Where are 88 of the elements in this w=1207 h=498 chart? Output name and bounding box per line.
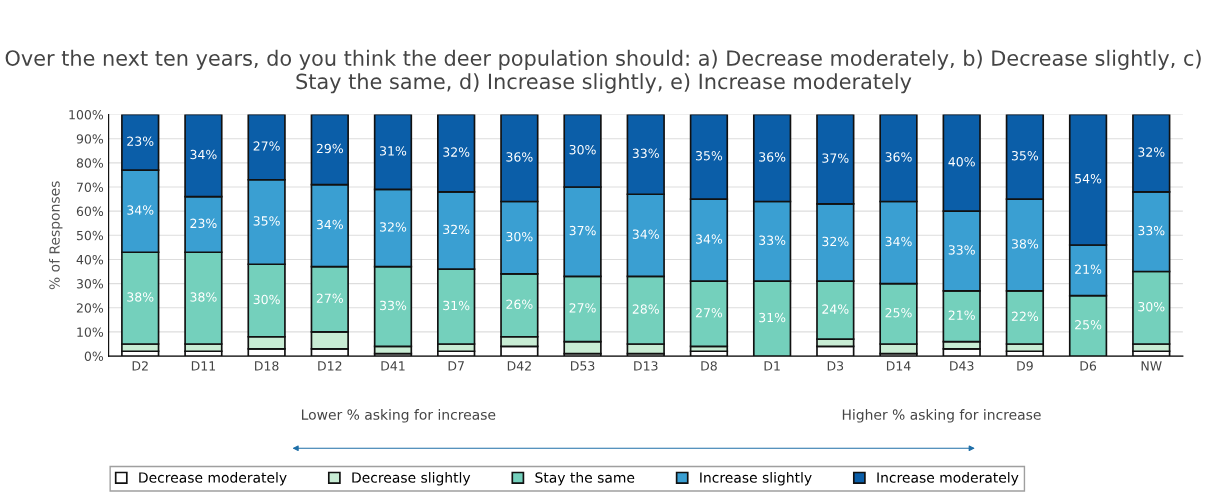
y-tick-label: 30%	[76, 279, 104, 289]
y-tick-label: 0%	[84, 351, 104, 361]
data-label: 32%	[380, 222, 407, 232]
data-label: 22%	[1011, 311, 1039, 322]
data-label: 54%	[1075, 173, 1102, 184]
data-label: 40%	[948, 157, 975, 167]
data-label: 38%	[1011, 239, 1039, 249]
data-label: 21%	[948, 310, 975, 320]
x-tick-label: D7	[448, 361, 464, 371]
data-label: 35%	[253, 216, 280, 226]
data-label: 23%	[127, 136, 154, 146]
x-tick-label: D18	[255, 361, 279, 371]
x-tick-label: D53	[571, 361, 595, 371]
data-label: 38%	[190, 292, 217, 302]
data-label: 33%	[380, 300, 407, 311]
legend-label: Increase moderately	[877, 472, 1019, 486]
data-label: 25%	[1075, 320, 1102, 330]
data-label: 34%	[885, 236, 912, 247]
data-label: 23%	[190, 218, 217, 229]
data-label: 30%	[1138, 301, 1165, 312]
data-label: 24%	[822, 304, 849, 314]
x-tick-label: D9	[1017, 361, 1033, 371]
x-tick-label: D2	[132, 361, 148, 371]
data-label: 30%	[506, 231, 533, 242]
data-label: 34%	[127, 205, 154, 215]
y-tick-label: 50%	[76, 230, 104, 241]
x-tick-label: D14	[886, 361, 911, 371]
data-label: 29%	[316, 143, 343, 154]
data-label: 34%	[696, 234, 723, 244]
data-label: 31%	[380, 146, 407, 156]
data-label: 28%	[632, 304, 659, 314]
data-label: 30%	[253, 294, 280, 305]
data-label: 32%	[822, 236, 849, 247]
y-axis-title: % of Responses	[49, 181, 63, 290]
legend-label: Stay the same	[535, 472, 635, 486]
data-label: 34%	[632, 229, 659, 239]
data-label: 27%	[569, 303, 596, 313]
y-tick-label: 90%	[76, 134, 104, 144]
data-label: 35%	[696, 150, 723, 161]
x-tick-label: D42	[507, 361, 531, 371]
x-tick-label: D13	[634, 361, 658, 371]
y-tick-label: 70%	[77, 182, 104, 192]
legend-label: Decrease moderately	[139, 472, 287, 486]
x-tick-label: NW	[1141, 361, 1162, 371]
legend-label: Decrease slightly	[352, 472, 471, 486]
x-tick-label: D1	[764, 361, 780, 371]
y-tick-label: 20%	[76, 303, 104, 313]
x-tick-label: D6	[1080, 361, 1097, 371]
y-tick-label: 80%	[76, 158, 104, 168]
data-label: 36%	[506, 152, 533, 162]
data-label: 31%	[759, 312, 786, 323]
data-label: 36%	[885, 152, 912, 162]
chart-title: Over the next ten years, do you think the deer population should: a) Decrease moderately, b) Decrease slightly, c) Stay the same, d) Increase slightly, e) Increase moderately	[5, 49, 1201, 94]
text: Lower % asking for increase	[301, 409, 496, 423]
data-label: 25%	[885, 307, 912, 318]
data-label: 26%	[506, 299, 533, 309]
data-label: 37%	[569, 225, 596, 236]
data-label: 33%	[948, 245, 975, 255]
data-label: 35%	[1011, 150, 1039, 161]
x-tick-label: D3	[827, 361, 844, 371]
data-label: 34%	[190, 149, 217, 160]
data-label: 37%	[822, 153, 849, 163]
data-label: 32%	[443, 147, 470, 157]
text: Higher % asking for increase	[842, 409, 1041, 423]
x-tick-label: D12	[318, 361, 342, 371]
data-label: 36%	[759, 152, 786, 162]
data-label: 33%	[759, 235, 786, 245]
data-label: 30%	[569, 144, 596, 155]
data-label: 34%	[316, 219, 343, 230]
legend-label: Increase slightly	[700, 472, 812, 486]
data-label: 33%	[1138, 225, 1165, 236]
data-label: 31%	[443, 300, 470, 311]
x-tick-label: D41	[381, 361, 405, 371]
y-tick-label: 60%	[76, 206, 104, 217]
data-label: 32%	[1138, 147, 1165, 157]
data-label: 32%	[443, 224, 470, 235]
data-label: 33%	[632, 148, 659, 159]
x-tick-label: D11	[191, 361, 216, 371]
data-label: 27%	[695, 307, 723, 318]
y-tick-label: 100%	[69, 110, 104, 120]
y-tick-label: 40%	[76, 254, 104, 265]
x-tick-label: D8	[701, 361, 717, 371]
data-label: 27%	[253, 141, 280, 151]
x-tick-label: D43	[950, 361, 974, 371]
data-label: 21%	[1075, 264, 1102, 274]
y-tick-label: 10%	[77, 327, 104, 337]
data-label: 27%	[316, 293, 343, 303]
data-label: 38%	[127, 292, 154, 302]
